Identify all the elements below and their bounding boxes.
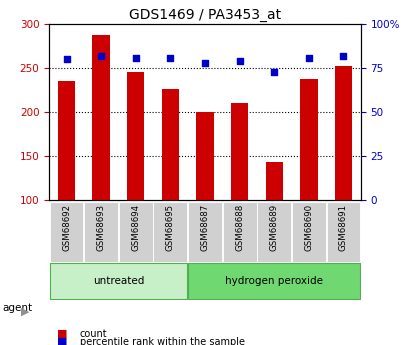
- Text: ▶: ▶: [20, 307, 29, 317]
- Point: [270, 69, 277, 74]
- Bar: [196, 112, 213, 200]
- Point: [305, 55, 311, 60]
- FancyBboxPatch shape: [119, 202, 152, 262]
- Bar: [299, 79, 317, 200]
- Point: [132, 55, 139, 60]
- FancyBboxPatch shape: [188, 202, 221, 262]
- FancyBboxPatch shape: [49, 202, 83, 262]
- FancyBboxPatch shape: [84, 202, 118, 262]
- Text: GSM68693: GSM68693: [97, 204, 106, 251]
- Bar: [127, 71, 144, 200]
- Text: GSM68694: GSM68694: [131, 204, 140, 251]
- Point: [63, 57, 70, 62]
- Text: GSM68687: GSM68687: [200, 204, 209, 251]
- FancyBboxPatch shape: [49, 263, 187, 299]
- Bar: [265, 162, 282, 200]
- Text: ■: ■: [57, 329, 68, 339]
- Text: percentile rank within the sample: percentile rank within the sample: [80, 337, 244, 345]
- Bar: [230, 103, 248, 200]
- Point: [201, 60, 208, 66]
- Text: hydrogen peroxide: hydrogen peroxide: [225, 276, 322, 286]
- Point: [98, 53, 104, 59]
- Text: ■: ■: [57, 337, 68, 345]
- Text: GSM68688: GSM68688: [234, 204, 243, 251]
- Title: GDS1469 / PA3453_at: GDS1469 / PA3453_at: [128, 8, 281, 22]
- Text: GSM68690: GSM68690: [303, 204, 312, 251]
- Bar: [58, 81, 75, 200]
- Bar: [92, 35, 110, 200]
- Point: [167, 55, 173, 60]
- FancyBboxPatch shape: [257, 202, 290, 262]
- FancyBboxPatch shape: [153, 202, 187, 262]
- Bar: [161, 89, 179, 200]
- Text: GSM68691: GSM68691: [338, 204, 347, 251]
- Point: [236, 58, 242, 64]
- Text: untreated: untreated: [92, 276, 144, 286]
- FancyBboxPatch shape: [222, 202, 256, 262]
- Point: [339, 53, 346, 59]
- Text: GSM68689: GSM68689: [269, 204, 278, 251]
- Bar: [334, 66, 351, 200]
- FancyBboxPatch shape: [326, 202, 360, 262]
- Text: agent: agent: [2, 303, 32, 313]
- Text: count: count: [80, 329, 107, 339]
- FancyBboxPatch shape: [291, 202, 325, 262]
- Text: GSM68695: GSM68695: [166, 204, 175, 251]
- Text: GSM68692: GSM68692: [62, 204, 71, 251]
- FancyBboxPatch shape: [188, 263, 360, 299]
